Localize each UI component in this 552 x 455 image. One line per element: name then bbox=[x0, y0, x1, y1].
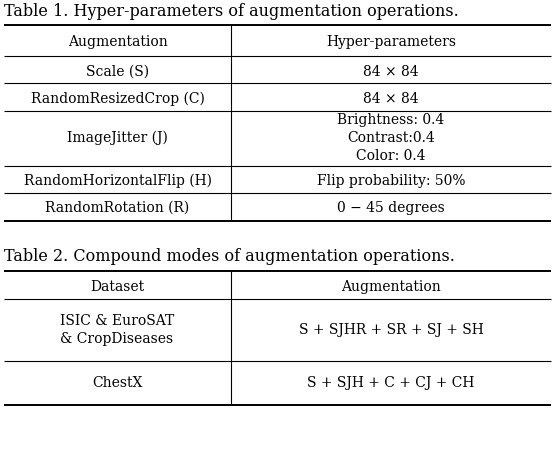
Text: Flip probability: 50%: Flip probability: 50% bbox=[317, 174, 465, 187]
Text: Table 1. Hyper-parameters of augmentation operations.: Table 1. Hyper-parameters of augmentatio… bbox=[4, 3, 459, 20]
Text: 0 − 45 degrees: 0 − 45 degrees bbox=[337, 201, 445, 214]
Text: ImageJitter (J): ImageJitter (J) bbox=[67, 131, 168, 145]
Text: Table 2. Compound modes of augmentation operations.: Table 2. Compound modes of augmentation … bbox=[4, 248, 455, 264]
Text: Dataset: Dataset bbox=[91, 279, 145, 293]
Text: 84 × 84: 84 × 84 bbox=[363, 92, 419, 106]
Text: Scale (S): Scale (S) bbox=[86, 65, 149, 79]
Text: Brightness: 0.4
Contrast:0.4
Color: 0.4: Brightness: 0.4 Contrast:0.4 Color: 0.4 bbox=[337, 112, 444, 163]
Text: S + SJH + C + CJ + CH: S + SJH + C + CJ + CH bbox=[307, 375, 475, 389]
Text: Augmentation: Augmentation bbox=[68, 35, 167, 49]
Text: S + SJHR + SR + SJ + SH: S + SJHR + SR + SJ + SH bbox=[299, 322, 484, 336]
Text: Hyper-parameters: Hyper-parameters bbox=[326, 35, 456, 49]
Text: RandomRotation (R): RandomRotation (R) bbox=[45, 201, 190, 214]
Text: RandomHorizontalFlip (H): RandomHorizontalFlip (H) bbox=[24, 173, 211, 188]
Text: 84 × 84: 84 × 84 bbox=[363, 65, 419, 79]
Text: ChestX: ChestX bbox=[92, 375, 142, 389]
Text: RandomResizedCrop (C): RandomResizedCrop (C) bbox=[30, 91, 204, 106]
Text: Augmentation: Augmentation bbox=[341, 279, 441, 293]
Text: ISIC & EuroSAT
& CropDiseases: ISIC & EuroSAT & CropDiseases bbox=[60, 313, 174, 345]
